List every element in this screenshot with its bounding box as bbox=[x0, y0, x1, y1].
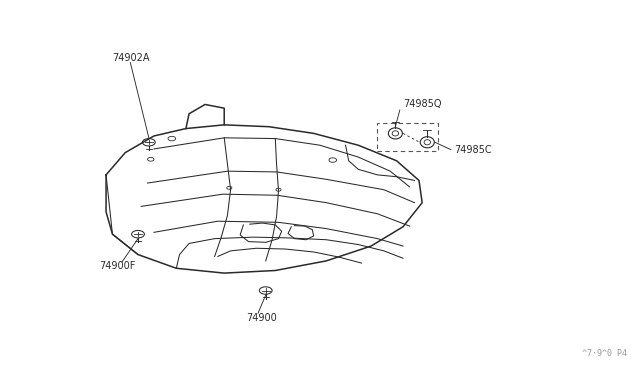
Text: 74985C: 74985C bbox=[454, 145, 492, 155]
Text: 74900F: 74900F bbox=[100, 261, 136, 271]
Text: ^7·9^0 P4: ^7·9^0 P4 bbox=[582, 349, 627, 358]
Text: 74902A: 74902A bbox=[113, 53, 150, 63]
Bar bbox=[378, 123, 438, 151]
Text: 74900: 74900 bbox=[246, 312, 277, 323]
Text: 74985Q: 74985Q bbox=[403, 99, 442, 109]
